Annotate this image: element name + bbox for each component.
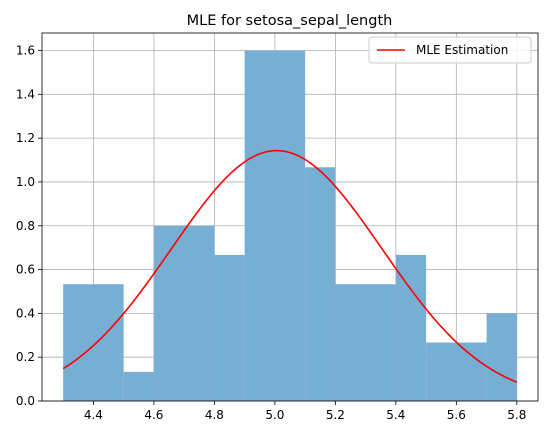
y-axis-ticks: 0.0 0.2 0.4 0.6 0.8 1.0 1.2 1.4 1.6	[16, 44, 42, 408]
y-tick-label: 0.4	[16, 306, 35, 320]
legend: MLE Estimation	[368, 36, 532, 64]
x-tick-label: 5.0	[265, 408, 284, 422]
y-tick-label: 0.6	[16, 263, 35, 277]
histogram-bar	[426, 342, 487, 401]
y-tick-label: 1.6	[16, 44, 35, 58]
x-tick-label: 4.4	[84, 408, 103, 422]
histogram-bar	[305, 167, 336, 401]
plot-frame	[41, 32, 539, 402]
x-tick-label: 5.6	[447, 408, 466, 422]
histogram-bar	[335, 284, 396, 401]
x-tick-label: 5.4	[386, 408, 405, 422]
legend-box	[368, 36, 532, 64]
histogram-bar	[486, 313, 517, 401]
histogram-bar	[244, 50, 306, 402]
y-tick-label: 0.0	[16, 394, 35, 408]
x-axis-ticks: 4.4 4.6 4.8 5.0 5.2 5.4 5.6 5.8	[84, 401, 526, 422]
histogram-bar	[395, 254, 427, 401]
legend-label-mle: MLE Estimation	[416, 43, 508, 57]
histogram-bar	[123, 371, 154, 401]
y-tick-label: 0.8	[16, 219, 35, 233]
histogram-bar	[214, 254, 245, 401]
histogram-bar	[63, 284, 124, 401]
chart-title: MLE for setosa_sepal_length	[187, 13, 393, 29]
y-tick-label: 1.2	[16, 131, 35, 145]
x-tick-label: 5.8	[507, 408, 526, 422]
x-tick-label: 5.2	[326, 408, 345, 422]
histogram-bar	[153, 225, 215, 401]
x-tick-label: 4.6	[144, 408, 163, 422]
x-tick-label: 4.8	[205, 408, 224, 422]
mle-curve-layer	[62, 149, 518, 383]
y-tick-label: 0.2	[16, 350, 35, 364]
y-tick-label: 1.4	[16, 87, 35, 101]
histogram-bars	[63, 50, 517, 402]
y-tick-label: 1.0	[16, 175, 35, 189]
mle-estimation-line	[62, 149, 518, 383]
